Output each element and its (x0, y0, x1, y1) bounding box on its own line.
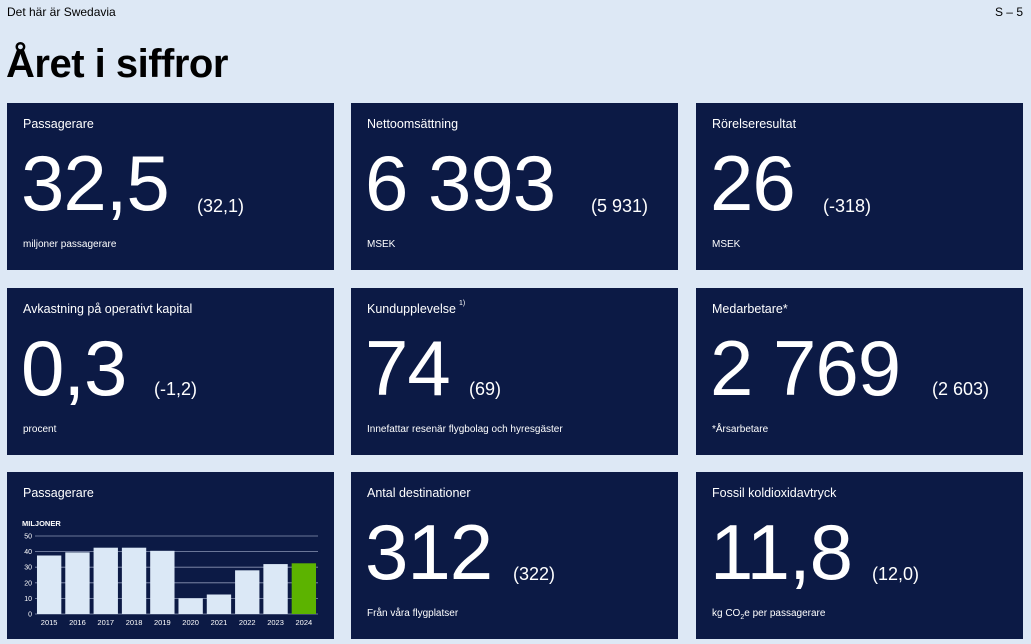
card-unit: kg CO2e per passagerare (712, 608, 825, 621)
y-tick-label: 40 (24, 549, 32, 556)
bar-2021 (206, 594, 232, 614)
card-value: 312 (365, 508, 493, 596)
section-title: Det här är Swedavia (7, 5, 116, 19)
y-tick-label: 0 (28, 612, 32, 619)
card-value: 11,8 (710, 508, 853, 596)
card-label: Rörelseresultat (712, 117, 797, 131)
card-label: Antal destinationer (367, 486, 471, 500)
x-tick-label: 2016 (69, 618, 86, 627)
card-value: 2 769 (710, 324, 901, 412)
footnote-marker: 1) (458, 300, 466, 307)
unit-text-suffix: e per passagerare (744, 608, 826, 619)
card-unit: Innefattar resenär flygbolag och hyresgä… (367, 424, 563, 435)
x-tick-label: 2024 (296, 618, 313, 627)
x-tick-label: 2020 (182, 618, 199, 627)
bar-2015 (36, 555, 62, 614)
y-tick-label: 20 (24, 580, 32, 587)
card-label: Passagerare (23, 486, 94, 500)
card-label: Avkastning på operativt kapital (23, 302, 193, 316)
unit-text: kg CO (712, 608, 741, 619)
card-previous-value: (-318) (823, 196, 872, 216)
card-destinations: Antal destinationer 312 (322) Från våra … (351, 472, 678, 639)
card-value: 26 (710, 139, 796, 227)
card-passengers: Passagerare 32,5 (32,1) miljoner passage… (7, 103, 334, 270)
x-tick-label: 2015 (41, 618, 58, 627)
bar-2019 (150, 550, 175, 614)
card-operating-result: Rörelseresultat 26 (-318) MSEK (696, 103, 1023, 270)
card-unit: procent (23, 424, 57, 435)
bar-2020 (178, 598, 203, 614)
unit-subscript: 2 (740, 614, 745, 621)
bar-2017 (93, 547, 118, 614)
card-label-text: Kundupplevelse (367, 302, 456, 316)
y-tick-label: 50 (24, 534, 32, 541)
x-tick-label: 2018 (126, 618, 143, 627)
card-label: Nettoomsättning (367, 117, 459, 131)
card-unit: MSEK (712, 239, 741, 250)
y-tick-label: 10 (24, 596, 32, 603)
card-unit: MSEK (367, 239, 396, 250)
card-value: 74 (365, 324, 451, 412)
card-previous-value: (32,1) (197, 196, 245, 216)
card-unit: Från våra flygplatser (367, 608, 459, 619)
card-previous-value: (5 931) (591, 196, 649, 216)
card-value: 6 393 (365, 139, 556, 227)
card-previous-value: (69) (469, 379, 502, 399)
bar-2018 (121, 547, 147, 614)
x-tick-label: 2022 (239, 618, 256, 627)
page-title: Året i siffror (6, 42, 228, 86)
card-label: Medarbetare* (712, 302, 788, 316)
card-passenger-chart: Passagerare MILJONER 0 10 20 30 40 50 2015 201… (7, 472, 334, 639)
bar-2022 (235, 570, 260, 614)
card-previous-value: (12,0) (872, 564, 920, 584)
card-value: 32,5 (21, 139, 170, 227)
card-label: Passagerare (23, 117, 94, 131)
card-label: Kundupplevelse 1) (367, 300, 466, 316)
x-tick-label: 2019 (154, 618, 171, 627)
bar-2024 (291, 563, 317, 614)
chart-ylabel: MILJONER (22, 519, 61, 528)
page-number: S – 5 (994, 5, 1023, 19)
card-label: Fossil koldioxidavtryck (712, 486, 837, 500)
card-unit: *Årsarbetare (712, 424, 769, 435)
x-tick-label: 2023 (267, 618, 284, 627)
passenger-bar-chart: MILJONER 0 10 20 30 40 50 2015 2016 2017 2018 201… (22, 519, 318, 627)
card-previous-value: (2 603) (932, 379, 990, 399)
x-tick-label: 2017 (97, 618, 114, 627)
y-tick-label: 30 (24, 565, 32, 572)
card-employees: Medarbetare* 2 769 (2 603) *Årsarbetare (696, 288, 1023, 455)
x-tick-label: 2021 (211, 618, 228, 627)
card-value: 0,3 (21, 324, 127, 412)
bar-2023 (263, 564, 288, 614)
card-customer-experience: Kundupplevelse 1) 74 (69) Innefattar rese… (351, 288, 678, 455)
card-return-on-capital: Avkastning på operativt kapital 0,3 (-1,… (7, 288, 334, 455)
card-co2-footprint: Fossil koldioxidavtryck 11,8 (12,0) kg C… (696, 472, 1023, 639)
card-previous-value: (322) (513, 564, 556, 584)
card-previous-value: (-1,2) (154, 379, 198, 399)
bar-2016 (65, 552, 90, 614)
card-net-sales: Nettoomsättning 6 393 (5 931) MSEK (351, 103, 678, 270)
card-unit: miljoner passagerare (23, 239, 117, 250)
